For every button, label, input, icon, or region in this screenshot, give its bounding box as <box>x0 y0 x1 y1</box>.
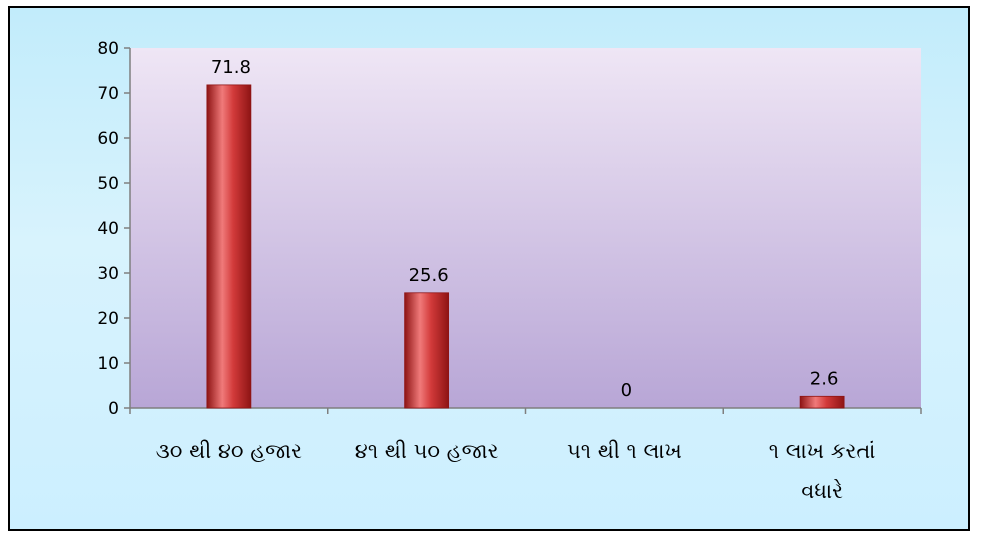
data-label: 25.6 <box>409 265 449 286</box>
y-tick-label: 40 <box>97 219 119 239</box>
data-label: 0 <box>621 380 632 401</box>
x-tick-label: ૪૧ થી ૫૦ હજાર <box>355 439 499 463</box>
data-label: 71.8 <box>211 57 251 78</box>
plot-area <box>130 48 921 408</box>
y-tick-label: 30 <box>97 264 119 284</box>
y-tick-label: 20 <box>97 309 119 329</box>
x-tick-label: વધારે <box>801 479 843 503</box>
y-tick-label: 10 <box>97 354 119 374</box>
bar <box>404 292 450 409</box>
y-tick-label: 60 <box>97 129 119 149</box>
x-tick-label: ૩૦ થી ૪૦ હજાર <box>156 439 302 463</box>
y-tick-label: 70 <box>97 84 119 104</box>
chart-frame: 0 10 20 30 40 50 60 70 80 71.8 ૩૦ થી ૪૦ હજાર 25.6 ૪… <box>8 6 970 531</box>
y-tick-label: 50 <box>97 174 119 194</box>
y-tick-label: 80 <box>97 39 119 59</box>
x-tick-label: ૧ લાખ કરતાં <box>769 439 876 463</box>
y-tick-label: 0 <box>108 399 119 419</box>
bar-chart: 0 10 20 30 40 50 60 70 80 71.8 ૩૦ થી ૪૦ હજાર 25.6 ૪… <box>97 39 922 503</box>
data-label: 2.6 <box>810 368 839 389</box>
x-tick-label: ૫૧ થી ૧ લાખ <box>567 439 682 463</box>
bar <box>799 395 845 409</box>
bar <box>206 84 252 409</box>
